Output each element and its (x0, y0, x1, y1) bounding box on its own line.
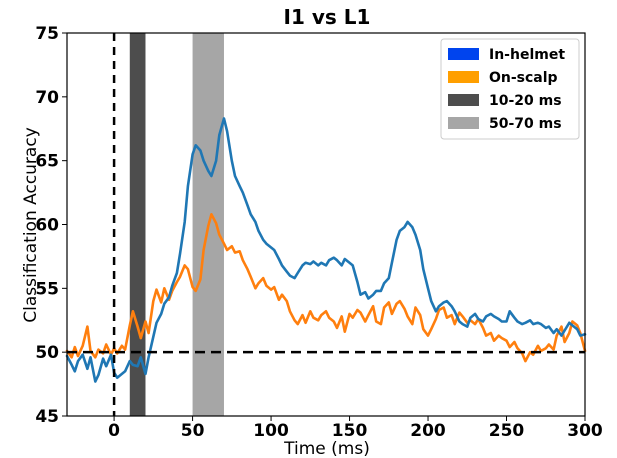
legend-swatch-2 (448, 94, 479, 106)
x-tick-label-0: 0 (108, 421, 120, 441)
y-tick-label-5: 70 (35, 88, 59, 108)
x-tick-label-5: 250 (489, 421, 525, 441)
y-tick-label-1: 50 (35, 343, 59, 363)
legend-label-0: In-helmet (489, 47, 565, 63)
y-tick-label-3: 60 (35, 216, 59, 236)
y-axis-label: Classification Accuracy (21, 127, 41, 323)
x-tick-label-2: 100 (253, 421, 289, 441)
legend: In-helmet On-scalp 10-20 ms 50-70 ms (440, 38, 580, 140)
x-tick-label-1: 50 (181, 421, 205, 441)
x-axis-label: Time (ms) (283, 439, 370, 458)
y-axis-ticks: 45 50 55 60 65 70 75 (35, 24, 67, 427)
chart-title: I1 vs L1 (284, 5, 371, 29)
series-line-1 (65, 213, 587, 363)
x-tick-label-6: 300 (567, 421, 603, 441)
shaded-window-0 (129, 33, 146, 416)
legend-label-1: On-scalp (489, 70, 558, 86)
y-tick-label-4: 65 (35, 152, 59, 172)
x-tick-label-4: 200 (410, 421, 446, 441)
plot-area (65, 32, 587, 417)
y-tick-label-6: 75 (35, 24, 59, 44)
legend-box (440, 38, 580, 140)
legend-label-2: 10-20 ms (489, 93, 562, 109)
y-tick-label-2: 55 (35, 279, 59, 299)
x-tick-label-3: 150 (332, 421, 368, 441)
series-lines (65, 117, 587, 383)
legend-label-3: 50-70 ms (489, 116, 562, 132)
y-tick-label-0: 45 (35, 407, 59, 427)
legend-swatch-0 (448, 48, 479, 60)
x-axis-ticks: 0 50 100 150 200 250 300 (108, 416, 603, 441)
series-line-0 (65, 117, 587, 383)
legend-swatch-3 (448, 117, 479, 129)
legend-items: In-helmet On-scalp 10-20 ms 50-70 ms (448, 47, 565, 132)
legend-swatch-1 (448, 71, 479, 83)
